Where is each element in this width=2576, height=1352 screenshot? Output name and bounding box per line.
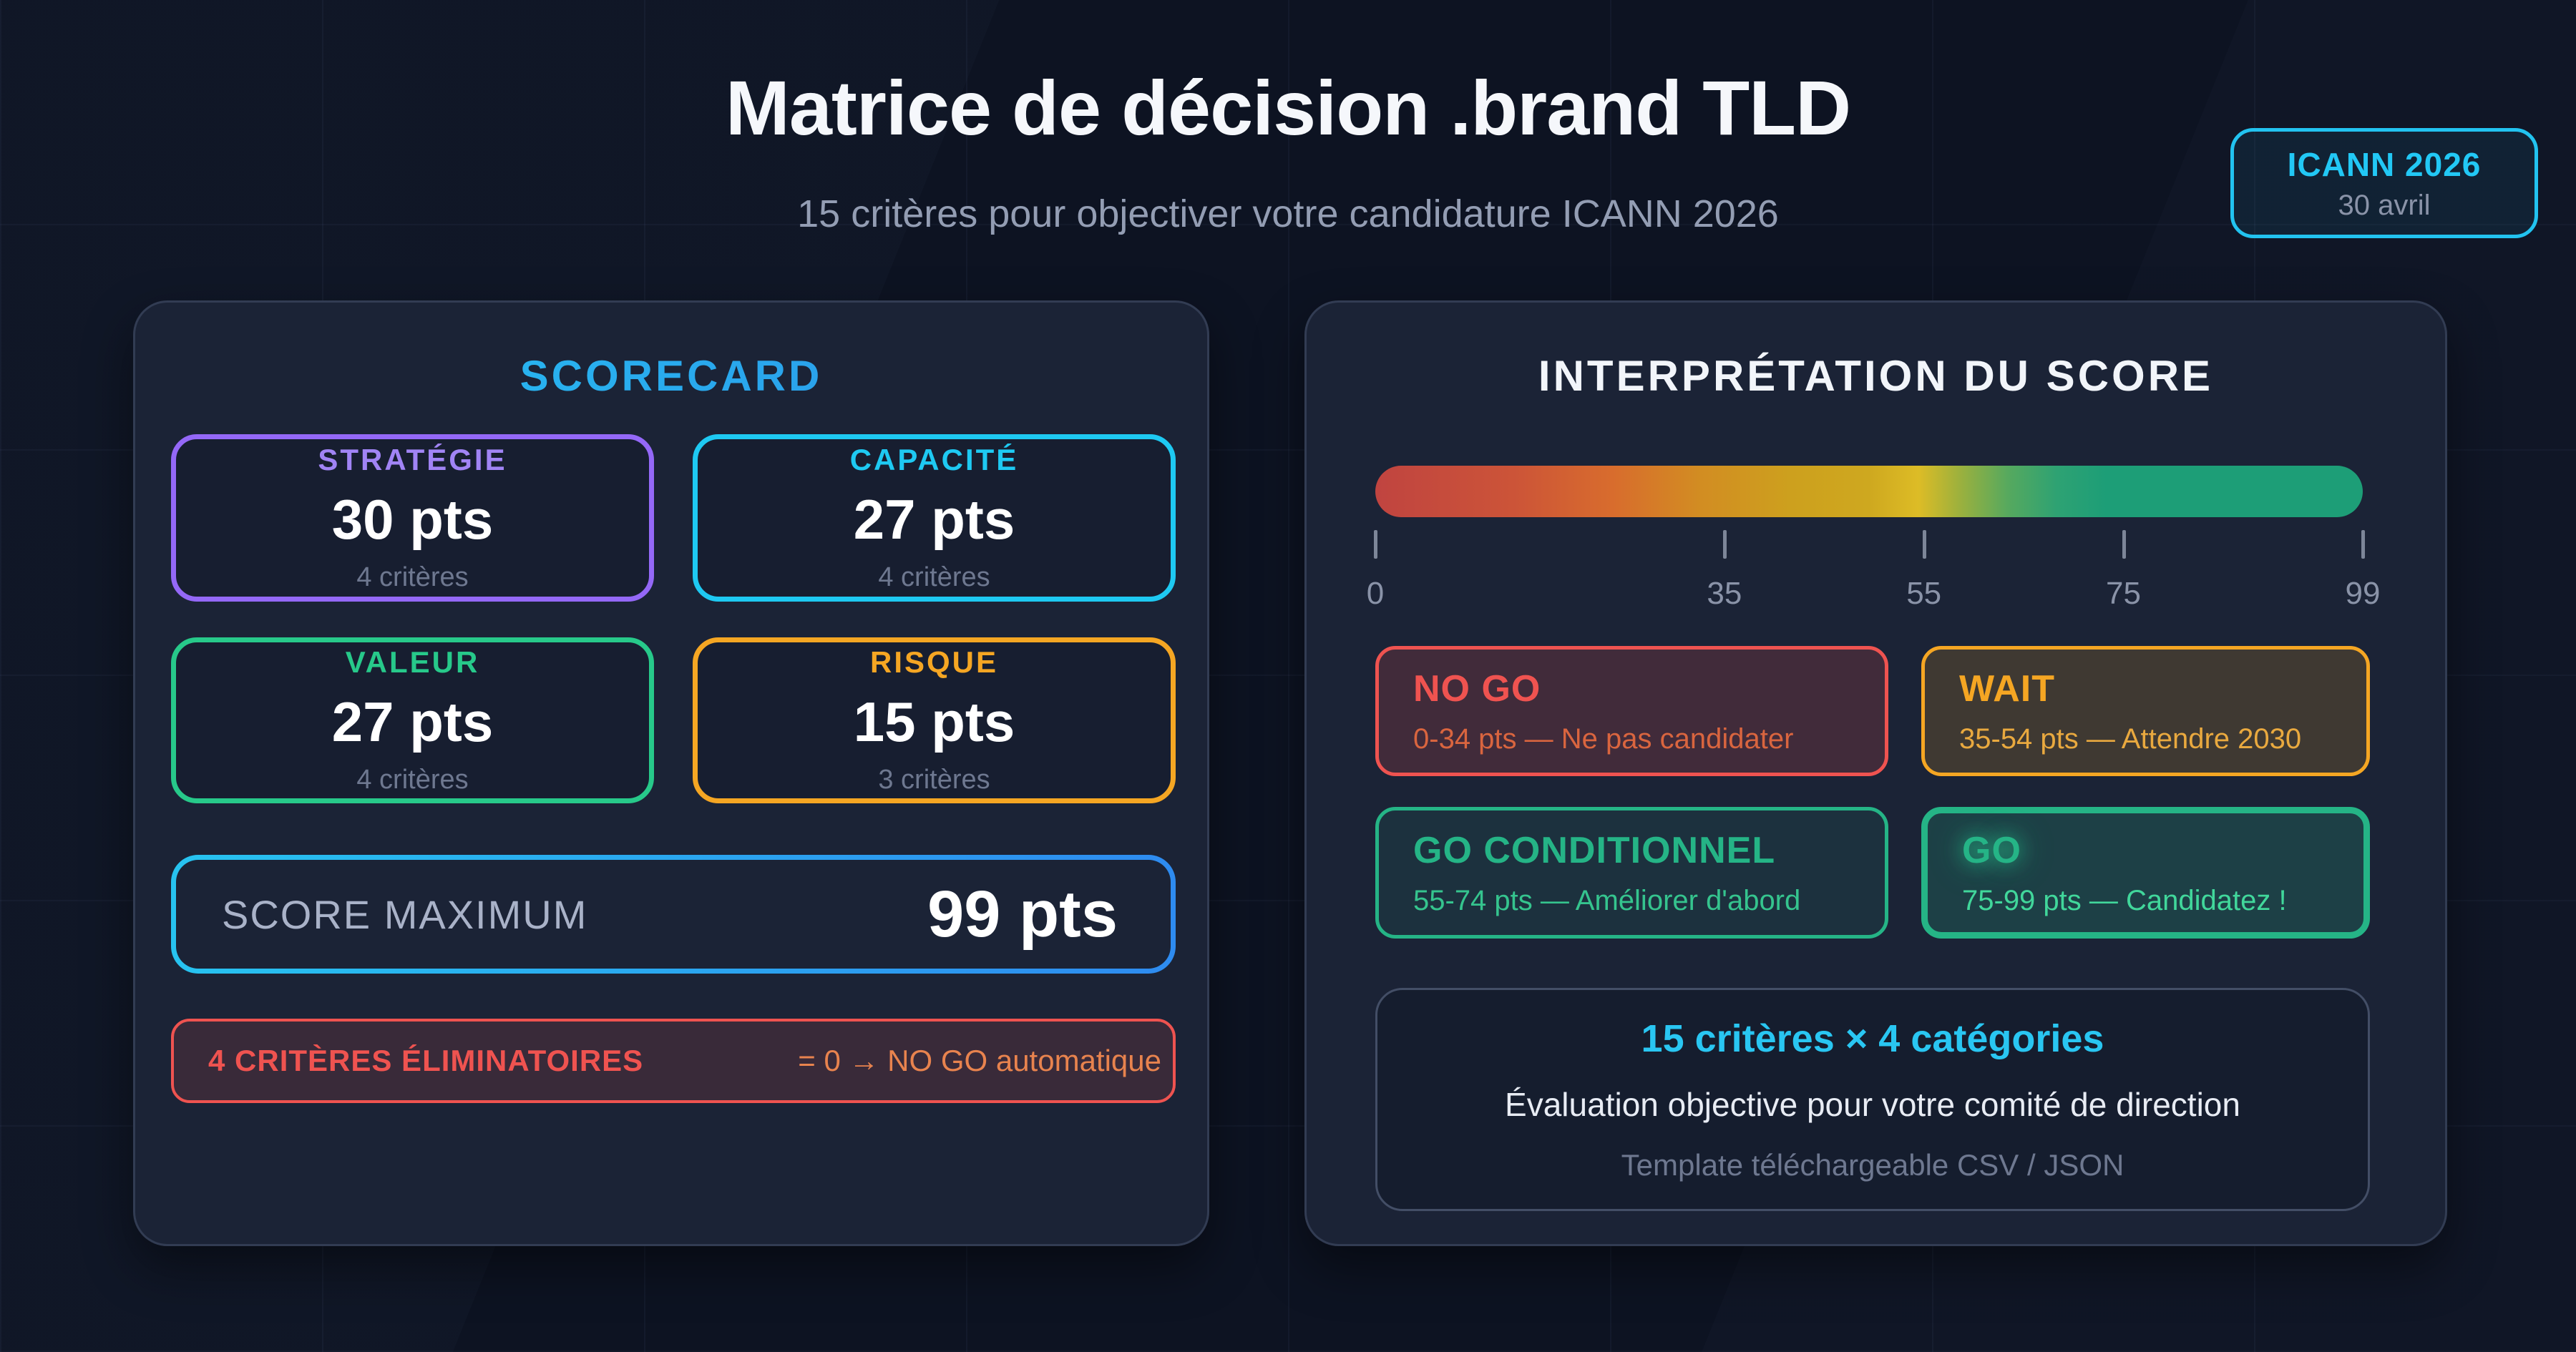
category-label: VALEUR bbox=[345, 645, 480, 679]
category-criteria-count: 4 critères bbox=[356, 562, 469, 592]
scorecard-cards-grid: STRATÉGIE 30 pts 4 critères CAPACITÉ 27 … bbox=[171, 434, 1176, 803]
category-criteria-count: 3 critères bbox=[878, 765, 990, 795]
category-label: CAPACITÉ bbox=[849, 443, 1019, 476]
summary-line-template: Template téléchargeable CSV / JSON bbox=[1621, 1148, 2124, 1182]
scale-tick-label: 55 bbox=[1906, 576, 1942, 611]
zone-no-go: NO GO 0-34 pts — Ne pas candidater bbox=[1375, 646, 1888, 776]
zone-title: GO bbox=[1962, 829, 2021, 871]
interpretation-heading: INTERPRÉTATION DU SCORE bbox=[1538, 352, 2214, 400]
zone-go-conditionnel: GO CONDITIONNEL 55-74 pts — Améliorer d'… bbox=[1375, 807, 1888, 939]
category-criteria-count: 4 critères bbox=[356, 765, 469, 795]
eliminatory-criteria-box: 4 CRITÈRES ÉLIMINATOIRES = 0 → NO GO aut… bbox=[171, 1019, 1176, 1103]
page-title: Matrice de décision .brand TLD bbox=[725, 64, 1851, 151]
zone-range: 35-54 pts — Attendre 2030 bbox=[1959, 722, 2302, 755]
scorecard-panel: SCORECARD STRATÉGIE 30 pts 4 critères CA… bbox=[133, 300, 1209, 1246]
category-points: 27 pts bbox=[853, 488, 1015, 551]
zone-title: WAIT bbox=[1959, 667, 2055, 710]
category-points: 15 pts bbox=[853, 690, 1015, 753]
summary-info-box: 15 critères × 4 catégories Évaluation ob… bbox=[1375, 988, 2370, 1211]
scale-tick-35 bbox=[1722, 530, 1727, 559]
scale-tick-75 bbox=[2122, 530, 2126, 559]
category-label: RISQUE bbox=[869, 645, 999, 679]
summary-line-criteria: 15 critères × 4 catégories bbox=[1641, 1017, 2104, 1060]
zone-go: GO 75-99 pts — Candidatez ! bbox=[1921, 807, 2370, 939]
category-criteria-count: 4 critères bbox=[878, 562, 990, 592]
zone-range: 0-34 pts — Ne pas candidater bbox=[1413, 722, 1794, 755]
scale-tick-99 bbox=[2361, 530, 2365, 559]
page-subtitle: 15 critères pour objectiver votre candid… bbox=[797, 192, 1779, 235]
badge-title: ICANN 2026 bbox=[2287, 145, 2482, 183]
zone-wait: WAIT 35-54 pts — Attendre 2030 bbox=[1921, 646, 2370, 776]
scale-tick-0 bbox=[1374, 530, 1377, 559]
icann-deadline-badge: ICANN 2026 30 avril bbox=[2230, 128, 2538, 238]
eliminatory-rule: = 0 → NO GO automatique bbox=[798, 1044, 1161, 1077]
category-card-risque: RISQUE 15 pts 3 critères bbox=[693, 637, 1176, 803]
scale-tick-label: 99 bbox=[2345, 576, 2381, 611]
decision-zones-grid: NO GO 0-34 pts — Ne pas candidater WAIT … bbox=[1375, 646, 2370, 939]
zone-range: 55-74 pts — Améliorer d'abord bbox=[1413, 884, 1801, 916]
scale-tick-label: 75 bbox=[2106, 576, 2141, 611]
scale-tick-label: 35 bbox=[1707, 576, 1742, 611]
category-label: STRATÉGIE bbox=[318, 443, 507, 476]
category-card-valeur: VALEUR 27 pts 4 critères bbox=[171, 637, 654, 803]
badge-date: 30 avril bbox=[2338, 189, 2431, 221]
eliminatory-label: 4 CRITÈRES ÉLIMINATOIRES bbox=[208, 1044, 644, 1077]
score-maximum-value: 99 pts bbox=[927, 877, 1118, 951]
zone-range: 75-99 pts — Candidatez ! bbox=[1962, 884, 2287, 916]
scale-tick-label: 0 bbox=[1366, 576, 1385, 611]
scorecard-heading: SCORECARD bbox=[135, 351, 1207, 401]
zone-title: NO GO bbox=[1413, 667, 1541, 710]
score-maximum-box: SCORE MAXIMUM 99 pts bbox=[171, 855, 1176, 974]
interpretation-panel: INTERPRÉTATION DU SCORE 0 35 55 75 99 NO… bbox=[1304, 300, 2447, 1246]
score-maximum-label: SCORE MAXIMUM bbox=[222, 891, 588, 937]
summary-line-purpose: Évaluation objective pour votre comité d… bbox=[1505, 1086, 2240, 1123]
category-card-capacite: CAPACITÉ 27 pts 4 critères bbox=[693, 434, 1176, 602]
category-points: 30 pts bbox=[331, 488, 494, 551]
scale-tick-55 bbox=[1922, 530, 1926, 559]
category-points: 27 pts bbox=[331, 690, 494, 753]
category-card-strategie: STRATÉGIE 30 pts 4 critères bbox=[171, 434, 654, 602]
zone-title: GO CONDITIONNEL bbox=[1413, 829, 1776, 871]
score-gradient-bar bbox=[1375, 466, 2363, 517]
